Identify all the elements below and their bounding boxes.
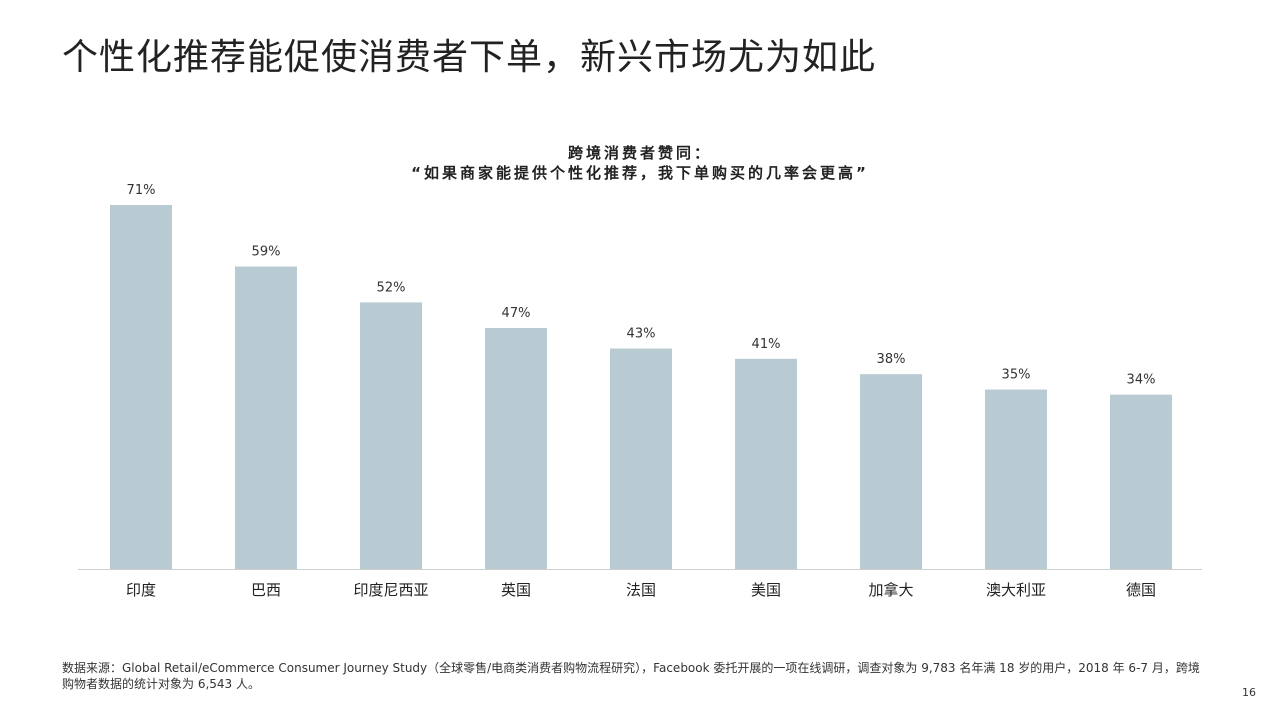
value-label-2: 52% [377, 280, 406, 295]
category-label-3: 英国 [501, 581, 531, 599]
page-title: 个性化推荐能促使消费者下单，新兴市场尤为如此 [62, 37, 877, 78]
category-label-6: 加拿大 [868, 581, 913, 599]
footnote-line-1: 数据来源：Global Retail/eCommerce Consumer Jo… [62, 661, 1200, 675]
bar-8 [1110, 394, 1172, 569]
bar-1 [235, 266, 297, 569]
category-label-2: 印度尼西亚 [353, 581, 428, 599]
value-label-1: 59% [252, 245, 281, 260]
category-label-8: 德国 [1126, 581, 1156, 599]
category-label-7: 澳大利亚 [986, 581, 1046, 599]
labels-layer: 71% 印度 59% 巴西 52% 印度尼西亚 47% 英国 43% 法国 41% 美国 38% 加拿大 3… [126, 183, 1156, 599]
value-label-5: 41% [752, 337, 781, 352]
category-label-5: 美国 [751, 581, 781, 599]
category-label-0: 印度 [126, 581, 156, 599]
value-label-3: 47% [502, 306, 531, 321]
chart-title-line-1: 跨境消费者赞同： [567, 144, 712, 162]
value-label-8: 34% [1127, 373, 1156, 388]
bar-3 [485, 328, 547, 569]
value-label-6: 38% [877, 352, 906, 367]
bar-0 [110, 205, 172, 569]
bar-2 [360, 302, 422, 569]
bar-6 [860, 374, 922, 569]
bars-layer [110, 205, 1172, 569]
page-number: 16 [1242, 686, 1256, 699]
value-label-7: 35% [1002, 368, 1031, 383]
footnote: 数据来源：Global Retail/eCommerce Consumer Jo… [62, 660, 1222, 692]
value-label-4: 43% [627, 327, 656, 342]
footnote-line-2: 购物者数据的统计对象为 6,543 人。 [62, 677, 260, 691]
bar-4 [610, 348, 672, 569]
category-label-4: 法国 [626, 581, 656, 599]
value-label-0: 71% [127, 183, 156, 198]
category-label-1: 巴西 [251, 581, 281, 599]
chart-title-line-2: “如果商家能提供个性化推荐，我下单购买的几率会更高” [411, 164, 869, 182]
bar-5 [735, 358, 797, 569]
bar-7 [985, 389, 1047, 569]
